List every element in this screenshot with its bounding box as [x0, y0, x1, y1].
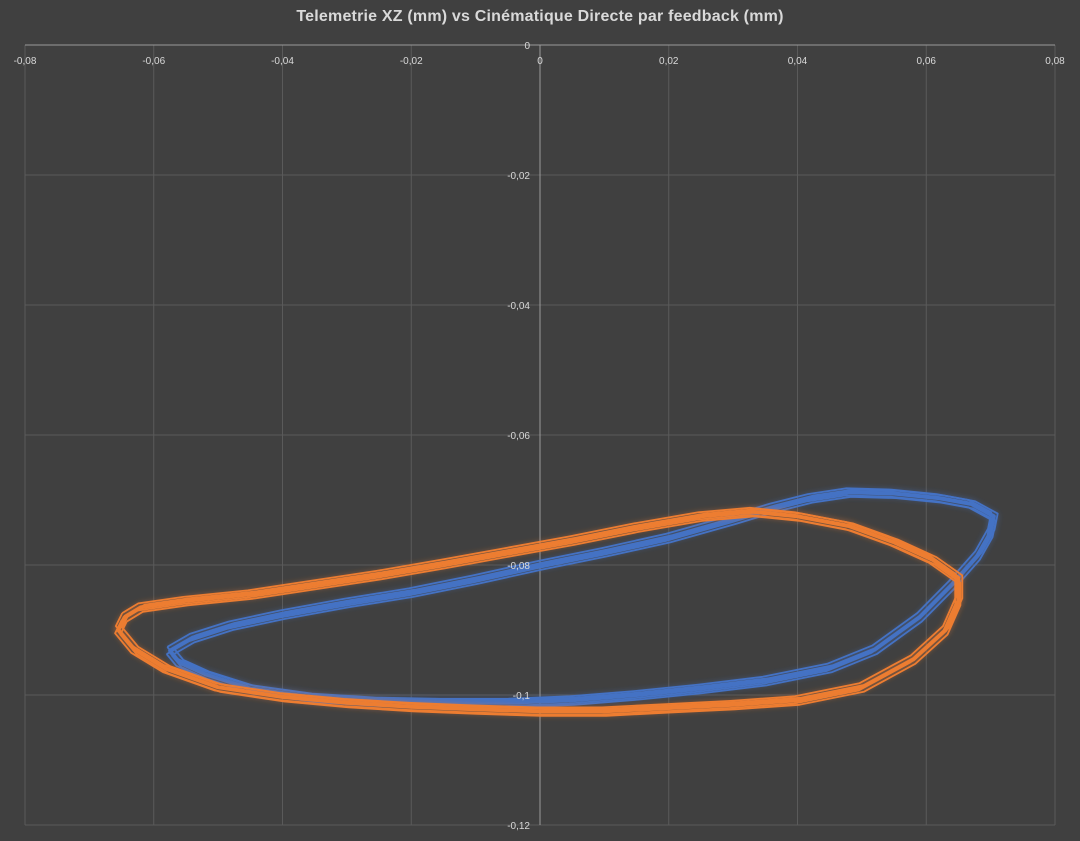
data-point [139, 605, 143, 609]
data-point [860, 685, 864, 689]
data-point [937, 496, 941, 500]
data-point [538, 563, 542, 567]
data-point [795, 514, 800, 518]
data-point [989, 530, 993, 535]
data-point [634, 693, 639, 697]
x-tick-label: 0,02 [659, 56, 679, 67]
series-line [114, 506, 957, 709]
data-point [969, 502, 973, 506]
series-line [121, 508, 964, 710]
data-point [847, 490, 851, 494]
x-tick-label: 0 [537, 56, 543, 67]
data-point [116, 628, 120, 632]
data-point [177, 660, 182, 665]
data-point [409, 705, 413, 709]
data-point [474, 707, 478, 711]
chart-title: Telemetrie XZ (mm) vs Cinématique Direct… [296, 8, 784, 25]
data-point [409, 590, 413, 594]
data-point [165, 667, 169, 671]
x-tick-label: 0,04 [788, 56, 808, 67]
data-point [911, 657, 915, 661]
data-point [506, 550, 510, 554]
data-point [229, 623, 233, 628]
y-tick-label: -0,02 [507, 171, 530, 182]
data-point [918, 615, 922, 619]
series-line [168, 490, 996, 705]
data-point [123, 615, 127, 619]
data-point [377, 573, 381, 577]
series-2 [113, 506, 964, 717]
data-point [280, 695, 285, 699]
y-tick-label: -0,04 [507, 301, 530, 312]
x-tick-label: -0,02 [400, 56, 423, 67]
data-point [506, 701, 510, 705]
data-point [943, 628, 948, 632]
data-point [474, 577, 478, 581]
series-line [166, 487, 993, 700]
data-point [667, 706, 671, 710]
data-point [602, 550, 606, 554]
series-line [119, 515, 962, 717]
x-tick-label: 0,06 [917, 56, 937, 67]
data-point [976, 553, 980, 557]
data-point [184, 599, 188, 603]
data-point [892, 540, 896, 544]
data-point [795, 698, 800, 702]
data-point [956, 576, 961, 580]
data-point [892, 491, 896, 496]
data-point [570, 698, 574, 702]
tick-labels: -0,08 -0,06 -0,04 -0,02 0 0,02 0,04 0,06 0,08 0 -0… [14, 41, 1066, 832]
data-point [667, 536, 671, 540]
data-point [345, 601, 349, 605]
y-tick-label: -0,12 [507, 821, 530, 832]
data-point [313, 582, 317, 587]
x-tick-label: 0,08 [1045, 56, 1065, 67]
series-1 [165, 487, 999, 709]
data-point [931, 558, 935, 562]
data-point [634, 525, 639, 529]
data-point [441, 562, 446, 566]
data-point [731, 703, 735, 707]
data-point [570, 538, 574, 542]
data-point [203, 672, 207, 676]
data-point [190, 636, 194, 640]
data-point [763, 679, 767, 683]
data-point [770, 506, 774, 510]
data-point [538, 709, 542, 713]
series-layer [113, 487, 999, 717]
series-line [173, 488, 999, 702]
data-point [956, 599, 961, 603]
data-point [699, 514, 703, 518]
y-tick-label: -0,06 [507, 431, 530, 442]
data-point [847, 524, 851, 528]
y-tick-label: 0 [524, 41, 530, 52]
data-point [602, 709, 606, 713]
data-point [168, 649, 172, 653]
data-point [828, 666, 832, 670]
data-point [950, 582, 954, 587]
series-line [165, 494, 992, 707]
data-point [699, 686, 703, 691]
y-tick-label: -0,08 [507, 561, 530, 572]
axes [25, 44, 1055, 825]
data-point [750, 510, 755, 514]
data-point [808, 496, 812, 500]
x-tick-label: -0,08 [14, 56, 37, 67]
x-tick-label: -0,04 [271, 56, 294, 67]
data-point [992, 514, 996, 518]
data-point [873, 647, 877, 652]
data-point [216, 685, 220, 689]
x-tick-label: -0,06 [142, 56, 165, 67]
series-line-glow [166, 487, 999, 708]
y-tick-label: -0,1 [513, 691, 531, 702]
data-point [345, 701, 349, 705]
data-point [248, 592, 252, 596]
data-point [132, 647, 137, 652]
data-point [280, 612, 285, 617]
